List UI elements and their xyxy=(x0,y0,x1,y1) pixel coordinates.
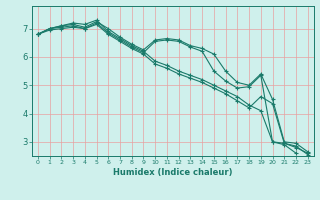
X-axis label: Humidex (Indice chaleur): Humidex (Indice chaleur) xyxy=(113,168,233,177)
